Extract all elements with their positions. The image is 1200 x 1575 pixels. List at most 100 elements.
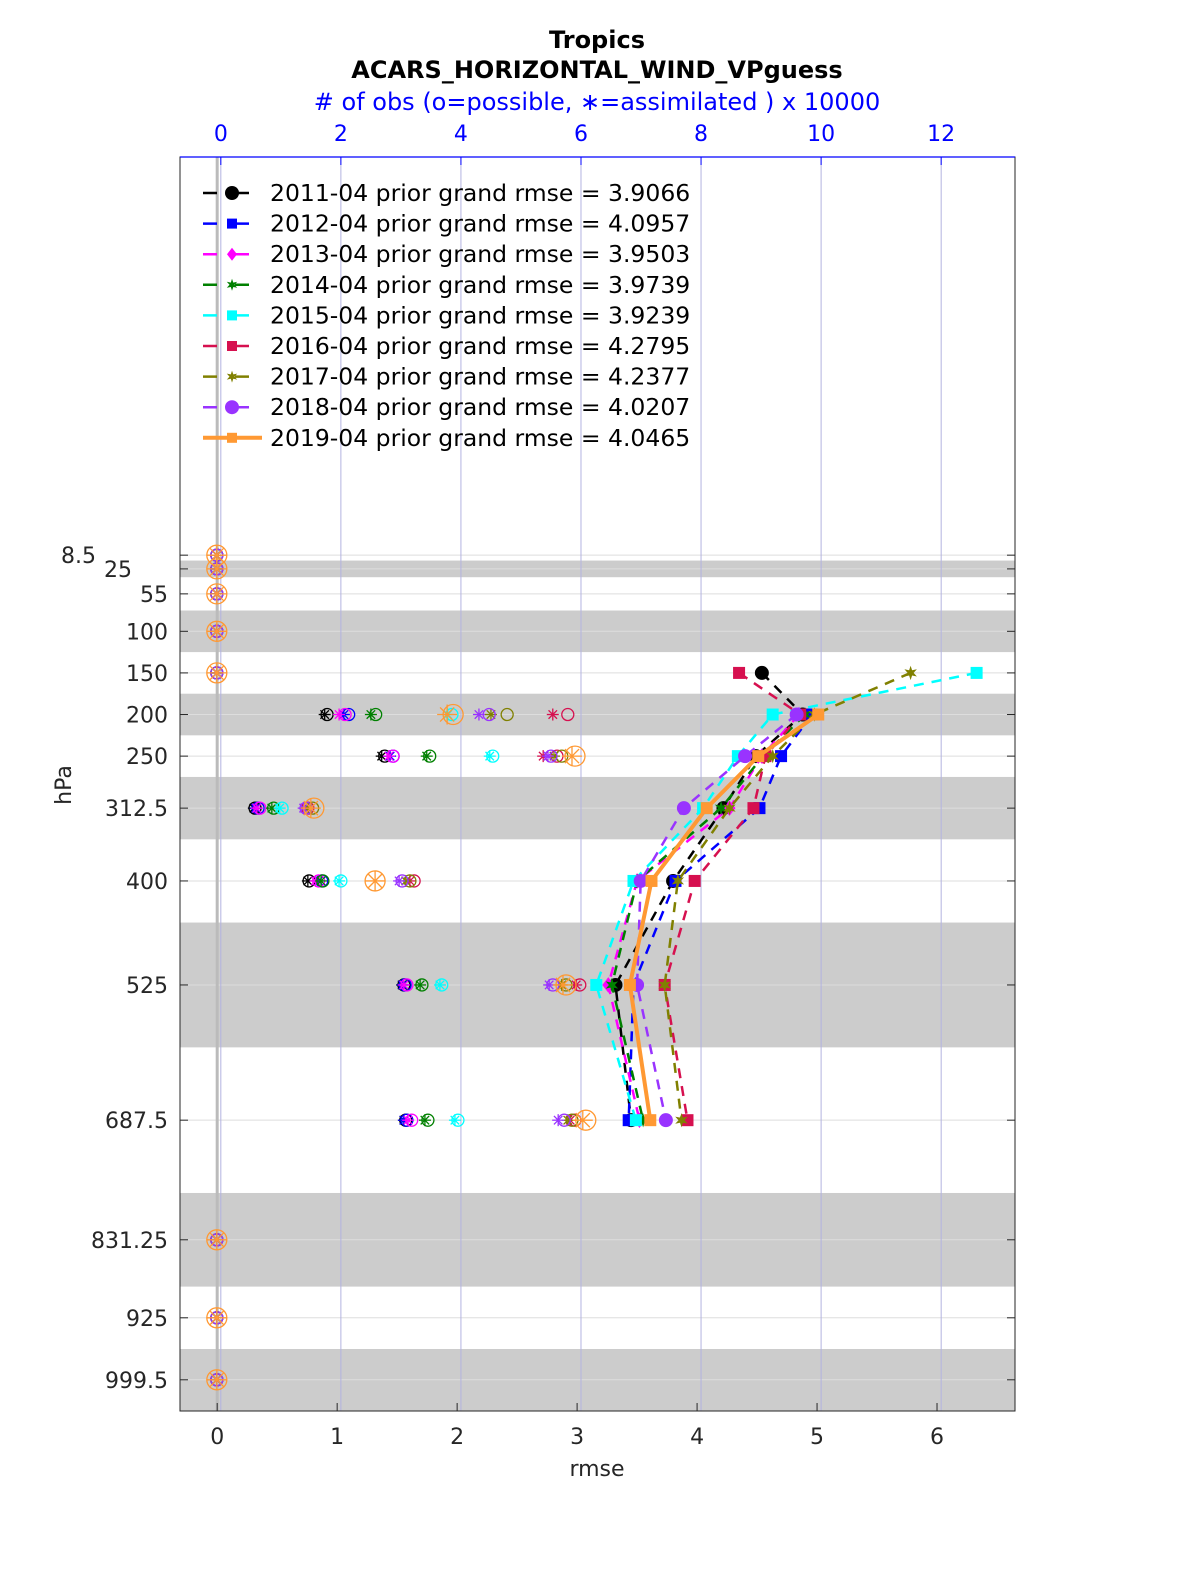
y-tick-label: 831.25	[91, 1229, 168, 1254]
y-tick-label: 999.5	[105, 1369, 168, 1394]
star-stroke	[366, 709, 376, 720]
obs-assimilated-marker	[472, 708, 485, 721]
obs-assimilated-marker	[382, 750, 395, 763]
star-stroke	[420, 1115, 430, 1125]
rmse-line	[627, 713, 814, 1121]
x-axis-label: rmse	[569, 1457, 624, 1482]
rmse-line	[607, 713, 800, 1121]
top-x-tick-label: 6	[574, 122, 588, 147]
star-stroke	[319, 709, 330, 720]
obs-assimilated-marker	[315, 874, 328, 887]
obs-assimilated-marker	[418, 1114, 431, 1127]
rmse-point	[671, 873, 685, 889]
rmse-point	[812, 708, 825, 721]
rmse-point	[904, 665, 917, 681]
obs-assimilated-marker	[543, 978, 556, 991]
obs-assimilated-marker	[437, 704, 458, 725]
rmse-point	[747, 802, 760, 815]
star-stroke	[334, 876, 344, 886]
legend-label: 2014-04 prior grand rmse = 3.9739	[270, 271, 690, 299]
rmse-point	[629, 1114, 642, 1127]
rmse-point	[738, 749, 753, 764]
top-x-tick-label: 2	[334, 122, 348, 147]
y-tick-label: 150	[126, 662, 168, 687]
legend-marker	[226, 278, 238, 291]
star-stroke	[209, 586, 225, 602]
y-tick-label: 312.5	[105, 797, 168, 822]
legend-label: 2012-04 prior grand rmse = 4.0957	[270, 210, 690, 238]
rmse-series-3	[605, 707, 812, 1128]
star-stroke	[303, 800, 319, 816]
y-tick-label: 100	[126, 620, 168, 645]
legend-label: 2017-04 prior grand rmse = 4.2377	[270, 363, 690, 391]
rmse-point	[700, 802, 713, 815]
star-stroke	[403, 1115, 413, 1125]
x-tick-label: 6	[930, 1425, 944, 1450]
plot-area: 0 1 2 3 4 5 60 2 4 6 8 10 128.52555100150200250312.5…	[61, 122, 1016, 1450]
obs-assimilated-marker	[414, 978, 427, 991]
obs-assimilated-marker	[333, 874, 346, 887]
obs-assimilated-marker	[433, 978, 446, 991]
y-tick-label: 55	[140, 583, 168, 608]
obs-assimilated-marker	[206, 583, 227, 604]
y-tick-label: 687.5	[105, 1109, 168, 1134]
obs-assimilated-marker	[206, 1307, 227, 1328]
star-stroke	[252, 803, 262, 813]
obs-series-8	[206, 544, 597, 1391]
rmse-point	[605, 977, 619, 993]
rmse-point	[766, 708, 779, 721]
obs-assimilated-marker	[300, 798, 321, 819]
star-stroke	[209, 1232, 225, 1248]
rmse-series-8	[623, 708, 825, 1127]
star-stroke	[474, 709, 484, 720]
y-tick-label: 250	[126, 745, 168, 770]
y-tick-label: 525	[126, 974, 168, 999]
rmse-point	[645, 874, 658, 887]
obs-assimilated-marker	[365, 870, 386, 891]
legend-label: 2016-04 prior grand rmse = 4.2795	[270, 332, 690, 360]
rmse-point	[752, 750, 765, 763]
legend-label: 2011-04 prior grand rmse = 3.9066	[270, 179, 690, 207]
x-tick-label: 2	[450, 1425, 464, 1450]
legend-marker	[227, 247, 237, 261]
rmse-point	[714, 800, 728, 816]
x-tick-label: 1	[330, 1425, 344, 1450]
legend-label: 2019-04 prior grand rmse = 4.0465	[270, 424, 690, 452]
top-x-tick-label: 10	[807, 122, 835, 147]
top-axis-label: # of obs (o=possible, ∗=assimilated ) x …	[314, 88, 880, 116]
legend-marker	[225, 186, 239, 200]
star-stroke	[209, 561, 225, 577]
legend-label: 2018-04 prior grand rmse = 4.0207	[270, 393, 690, 421]
rmse-point	[775, 750, 788, 763]
star-stroke	[485, 751, 495, 761]
obs-assimilated-marker	[572, 1110, 593, 1131]
star-stroke	[548, 709, 558, 720]
y-tick-label: 8.5	[61, 544, 96, 569]
y-axis-label: hPa	[52, 765, 77, 805]
rmse-point	[681, 1114, 694, 1127]
star-stroke	[376, 751, 387, 761]
star-stroke	[553, 1115, 563, 1125]
legend-marker	[226, 370, 238, 383]
rmse-point	[970, 666, 983, 679]
legend-marker	[227, 218, 237, 229]
star-stroke	[564, 748, 580, 764]
rmse-point	[658, 977, 671, 993]
rmse-line	[627, 712, 820, 1121]
rmse-point	[789, 707, 804, 722]
star-stroke	[575, 1112, 591, 1128]
star-stroke	[543, 751, 553, 761]
star-stroke	[209, 1310, 225, 1326]
obs-assimilated-marker	[206, 558, 227, 579]
obs-assimilated-marker	[541, 750, 554, 763]
obs-assimilated-marker	[552, 1114, 565, 1127]
chart-subtitle: ACARS_HORIZONTAL_WIND_VPguess	[351, 56, 842, 84]
obs-assimilated-marker	[483, 750, 496, 763]
y-tick-label: 200	[126, 704, 168, 729]
top-x-tick-label: 0	[214, 122, 228, 147]
star-stroke	[316, 876, 326, 886]
rmse-line	[663, 671, 912, 1121]
obs-assimilated-marker	[206, 621, 227, 642]
rmse-line	[635, 713, 798, 1121]
